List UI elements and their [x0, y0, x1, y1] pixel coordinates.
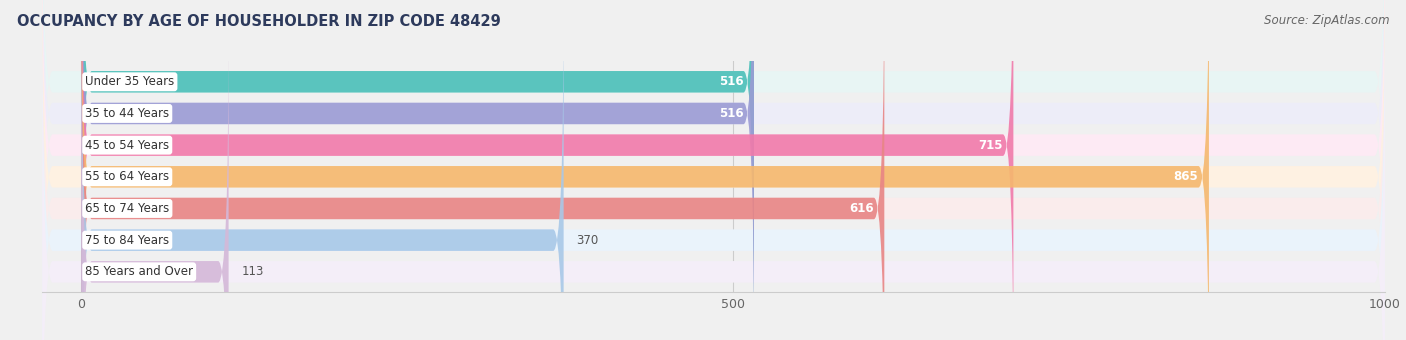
Text: 55 to 64 Years: 55 to 64 Years — [86, 170, 169, 183]
Text: 865: 865 — [1174, 170, 1198, 183]
FancyBboxPatch shape — [42, 0, 1385, 340]
FancyBboxPatch shape — [82, 0, 754, 324]
Text: 75 to 84 Years: 75 to 84 Years — [86, 234, 169, 246]
FancyBboxPatch shape — [82, 0, 884, 340]
Text: 45 to 54 Years: 45 to 54 Years — [86, 139, 169, 152]
Text: 113: 113 — [242, 265, 264, 278]
Text: Under 35 Years: Under 35 Years — [86, 75, 174, 88]
FancyBboxPatch shape — [42, 0, 1385, 340]
FancyBboxPatch shape — [82, 0, 754, 340]
Text: 35 to 44 Years: 35 to 44 Years — [86, 107, 169, 120]
Text: 65 to 74 Years: 65 to 74 Years — [86, 202, 170, 215]
FancyBboxPatch shape — [82, 0, 1209, 340]
Text: 616: 616 — [849, 202, 875, 215]
Text: 85 Years and Over: 85 Years and Over — [86, 265, 193, 278]
Text: OCCUPANCY BY AGE OF HOUSEHOLDER IN ZIP CODE 48429: OCCUPANCY BY AGE OF HOUSEHOLDER IN ZIP C… — [17, 14, 501, 29]
FancyBboxPatch shape — [42, 0, 1385, 340]
FancyBboxPatch shape — [42, 0, 1385, 340]
FancyBboxPatch shape — [42, 0, 1385, 340]
FancyBboxPatch shape — [82, 0, 1014, 340]
Text: Source: ZipAtlas.com: Source: ZipAtlas.com — [1264, 14, 1389, 27]
FancyBboxPatch shape — [82, 0, 564, 340]
Text: 370: 370 — [576, 234, 599, 246]
FancyBboxPatch shape — [82, 29, 229, 340]
Text: 715: 715 — [979, 139, 1002, 152]
FancyBboxPatch shape — [42, 0, 1385, 324]
FancyBboxPatch shape — [42, 29, 1385, 340]
Text: 516: 516 — [718, 107, 744, 120]
Text: 516: 516 — [718, 75, 744, 88]
